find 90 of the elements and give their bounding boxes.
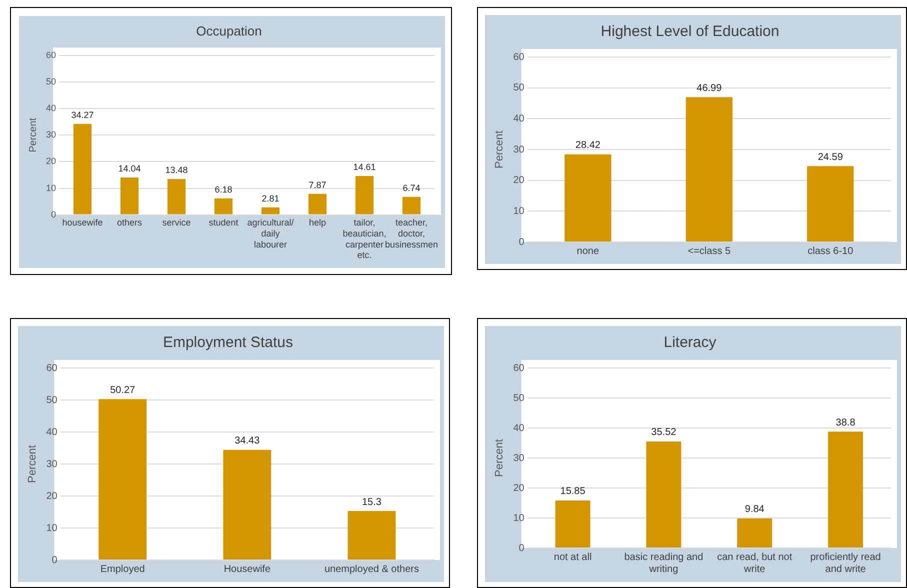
y-tick-label: 10 xyxy=(513,206,525,217)
data-label: 34.27 xyxy=(71,110,94,120)
y-tick-label: 60 xyxy=(513,362,525,374)
x-tick-label: unemployed & others xyxy=(324,564,419,575)
x-tick-label: help xyxy=(308,218,326,228)
x-tick-label: agricultural/ daily labourer xyxy=(247,218,294,250)
chart-title: Occupation xyxy=(196,23,262,38)
y-tick-label: 0 xyxy=(518,236,525,248)
y-tick-label: 30 xyxy=(513,144,525,156)
bar xyxy=(214,198,233,214)
x-tick-label: basic reading and writing xyxy=(624,552,704,575)
y-tick-label: 20 xyxy=(46,490,58,502)
x-tick-label: student xyxy=(208,218,239,228)
bar xyxy=(167,179,186,214)
x-tick-label: others xyxy=(117,218,143,228)
data-label: 14.04 xyxy=(118,164,141,174)
y-tick-label: 50 xyxy=(513,392,525,404)
x-tick-label: proficiently read and write xyxy=(810,552,881,575)
bar xyxy=(555,500,590,548)
x-tick-label: tailor, beautician, carpenter etc. xyxy=(342,218,386,260)
data-label: 35.52 xyxy=(651,427,677,438)
data-label: 13.48 xyxy=(165,165,188,176)
data-label: 7.87 xyxy=(308,180,326,190)
y-tick-label: 0 xyxy=(52,554,58,566)
y-tick-label: 60 xyxy=(513,52,525,63)
data-label: 38.8 xyxy=(836,417,856,428)
chart-title: Highest Level of Education xyxy=(600,23,780,40)
x-tick-label: service xyxy=(162,218,191,228)
data-label: 15.85 xyxy=(560,486,586,498)
y-tick-label: 40 xyxy=(46,103,56,114)
bar xyxy=(737,518,772,548)
data-label: 2.81 xyxy=(262,193,280,204)
y-tick-label: 50 xyxy=(46,394,58,406)
y-axis-title: Percent xyxy=(494,130,506,168)
x-tick-label: <=class 5 xyxy=(688,246,731,257)
y-tick-label: 30 xyxy=(46,130,56,140)
bar xyxy=(73,124,92,214)
y-tick-label: 50 xyxy=(46,76,56,87)
y-tick-label: 30 xyxy=(513,452,525,464)
x-tick-label: housewife xyxy=(62,218,103,228)
bar xyxy=(120,178,139,214)
bar xyxy=(348,511,396,560)
y-tick-label: 60 xyxy=(46,362,58,374)
bar xyxy=(223,450,272,560)
y-tick-label: 0 xyxy=(50,209,56,220)
y-tick-label: 50 xyxy=(513,82,525,94)
chart-title: Employment Status xyxy=(162,334,294,352)
data-label: 14.61 xyxy=(353,162,376,172)
x-tick-label: Employed xyxy=(100,564,145,575)
data-label: 34.43 xyxy=(234,436,260,447)
y-tick-label: 30 xyxy=(46,458,58,470)
y-tick-label: 0 xyxy=(518,542,525,554)
y-tick-label: 10 xyxy=(46,522,58,534)
bar xyxy=(355,176,374,214)
bar xyxy=(807,166,854,242)
x-tick-label: class 6-10 xyxy=(808,246,854,257)
y-tick-label: 10 xyxy=(513,512,525,524)
y-axis-title: Percent xyxy=(28,118,39,152)
bar xyxy=(261,207,280,214)
data-label: 15.3 xyxy=(362,496,382,508)
bar xyxy=(646,441,682,548)
y-tick-label: 20 xyxy=(46,156,56,166)
y-tick-label: 20 xyxy=(513,482,525,494)
data-label: 28.42 xyxy=(575,140,601,152)
y-tick-label: 40 xyxy=(513,113,525,124)
y-tick-label: 40 xyxy=(513,422,525,434)
bar xyxy=(686,97,732,242)
bar xyxy=(828,432,864,548)
y-axis-title: Percent xyxy=(494,439,506,477)
y-axis-title: Percent xyxy=(26,445,39,483)
y-tick-label: 20 xyxy=(513,175,525,186)
y-tick-label: 40 xyxy=(46,426,58,438)
chart-title: Literacy xyxy=(664,334,717,352)
data-label: 46.99 xyxy=(696,82,722,94)
x-tick-label: teacher, doctor, businessmen xyxy=(384,218,438,250)
data-label: 6.74 xyxy=(402,182,420,193)
x-tick-label: Housewife xyxy=(224,564,271,575)
data-label: 9.84 xyxy=(744,504,765,516)
data-label: 24.59 xyxy=(818,152,844,163)
bar xyxy=(98,399,147,560)
y-tick-label: 60 xyxy=(46,50,56,60)
x-tick-label: can read, but not write xyxy=(717,552,792,575)
data-label: 6.18 xyxy=(214,184,232,194)
data-label: 50.27 xyxy=(110,384,136,396)
x-tick-label: none xyxy=(576,246,600,257)
bar xyxy=(308,194,327,214)
bar xyxy=(402,196,421,214)
x-tick-label: not at all xyxy=(554,552,592,563)
bar xyxy=(564,154,612,242)
y-tick-label: 10 xyxy=(46,182,56,193)
